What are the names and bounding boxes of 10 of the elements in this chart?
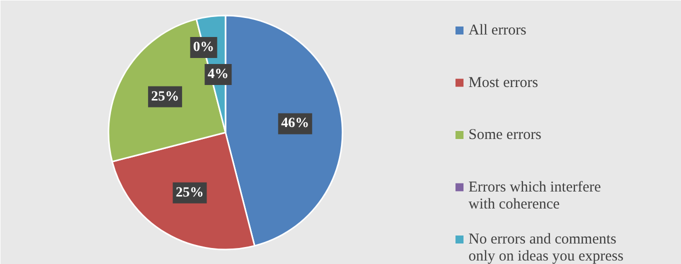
legend-label: No errors and comments only on ideas you express	[468, 232, 624, 264]
data-label: 46%	[281, 116, 310, 132]
data-label: 25%	[176, 185, 204, 200]
legend-label: Most errors	[468, 74, 538, 91]
legend-label: All errors	[468, 22, 527, 38]
data-label: 25%	[151, 89, 180, 104]
legend-label: Errors which interfere with coherence	[468, 179, 602, 212]
data-label: 4%	[208, 66, 229, 82]
text: 0%	[193, 40, 214, 56]
legend-label: Some errors	[468, 127, 542, 143]
